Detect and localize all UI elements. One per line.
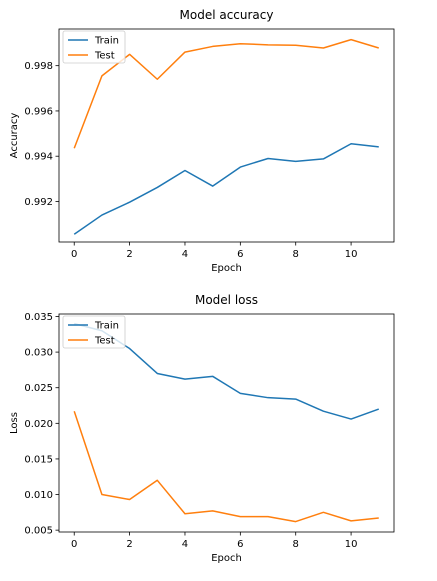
accuracy-legend-label-train: Train: [94, 36, 119, 47]
accuracy-legend-label-test: Test: [94, 51, 115, 62]
loss-ytick-label: 0.010: [24, 490, 53, 501]
accuracy-xtick-label: 2: [126, 249, 132, 260]
loss-legend-label-train: Train: [94, 321, 119, 332]
loss-series-test-line: [73, 410, 379, 523]
loss-xtick-label: 6: [237, 539, 243, 550]
accuracy-chart-title: Model accuracy: [180, 8, 274, 22]
loss-ytick-label: 0.030: [24, 348, 53, 359]
loss-chart: Model loss 0 2 4 6 8 10 0.005 0.010 0.015 0.020 0.0…: [9, 293, 395, 564]
loss-ytick-label: 0.025: [24, 383, 53, 394]
accuracy-legend: Train Test: [62, 30, 126, 64]
accuracy-y-axis-label: Accuracy: [9, 113, 20, 159]
accuracy-plot-frame: [58, 28, 395, 243]
loss-xtick-label: 4: [182, 539, 188, 550]
loss-ytick-label: 0.035: [24, 312, 53, 323]
loss-plot-frame: [58, 313, 395, 533]
accuracy-xtick-label: 10: [345, 249, 358, 260]
accuracy-xtick-label: 8: [293, 249, 299, 260]
accuracy-chart: Model accuracy 0 2 4 6 8 10 0.992 0.994 0.996 0.99…: [9, 8, 395, 274]
loss-ytick-label: 0.020: [24, 419, 53, 430]
accuracy-ytick-label: 0.992: [24, 197, 53, 208]
accuracy-x-axis-label: Epoch: [211, 263, 242, 274]
accuracy-xtick-label: 6: [237, 249, 243, 260]
loss-ytick-label: 0.015: [24, 454, 53, 465]
loss-x-axis-label: Epoch: [211, 553, 242, 564]
loss-xtick-label: 10: [345, 539, 358, 550]
loss-legend-label-test: Test: [94, 336, 115, 347]
accuracy-ytick-label: 0.994: [24, 152, 53, 163]
loss-y-axis-label: Loss: [9, 412, 20, 434]
loss-chart-title: Model loss: [195, 293, 258, 307]
loss-legend: Train Test: [62, 315, 126, 349]
loss-xtick-label: 0: [71, 539, 77, 550]
loss-xtick-label: 8: [293, 539, 299, 550]
accuracy-ytick-label: 0.998: [24, 61, 53, 72]
accuracy-series-train-line: [73, 143, 379, 235]
accuracy-xtick-label: 0: [71, 249, 77, 260]
accuracy-ytick-label: 0.996: [24, 106, 53, 117]
accuracy-xtick-label: 4: [182, 249, 188, 260]
loss-xtick-label: 2: [126, 539, 132, 550]
loss-ytick-label: 0.005: [24, 526, 53, 537]
